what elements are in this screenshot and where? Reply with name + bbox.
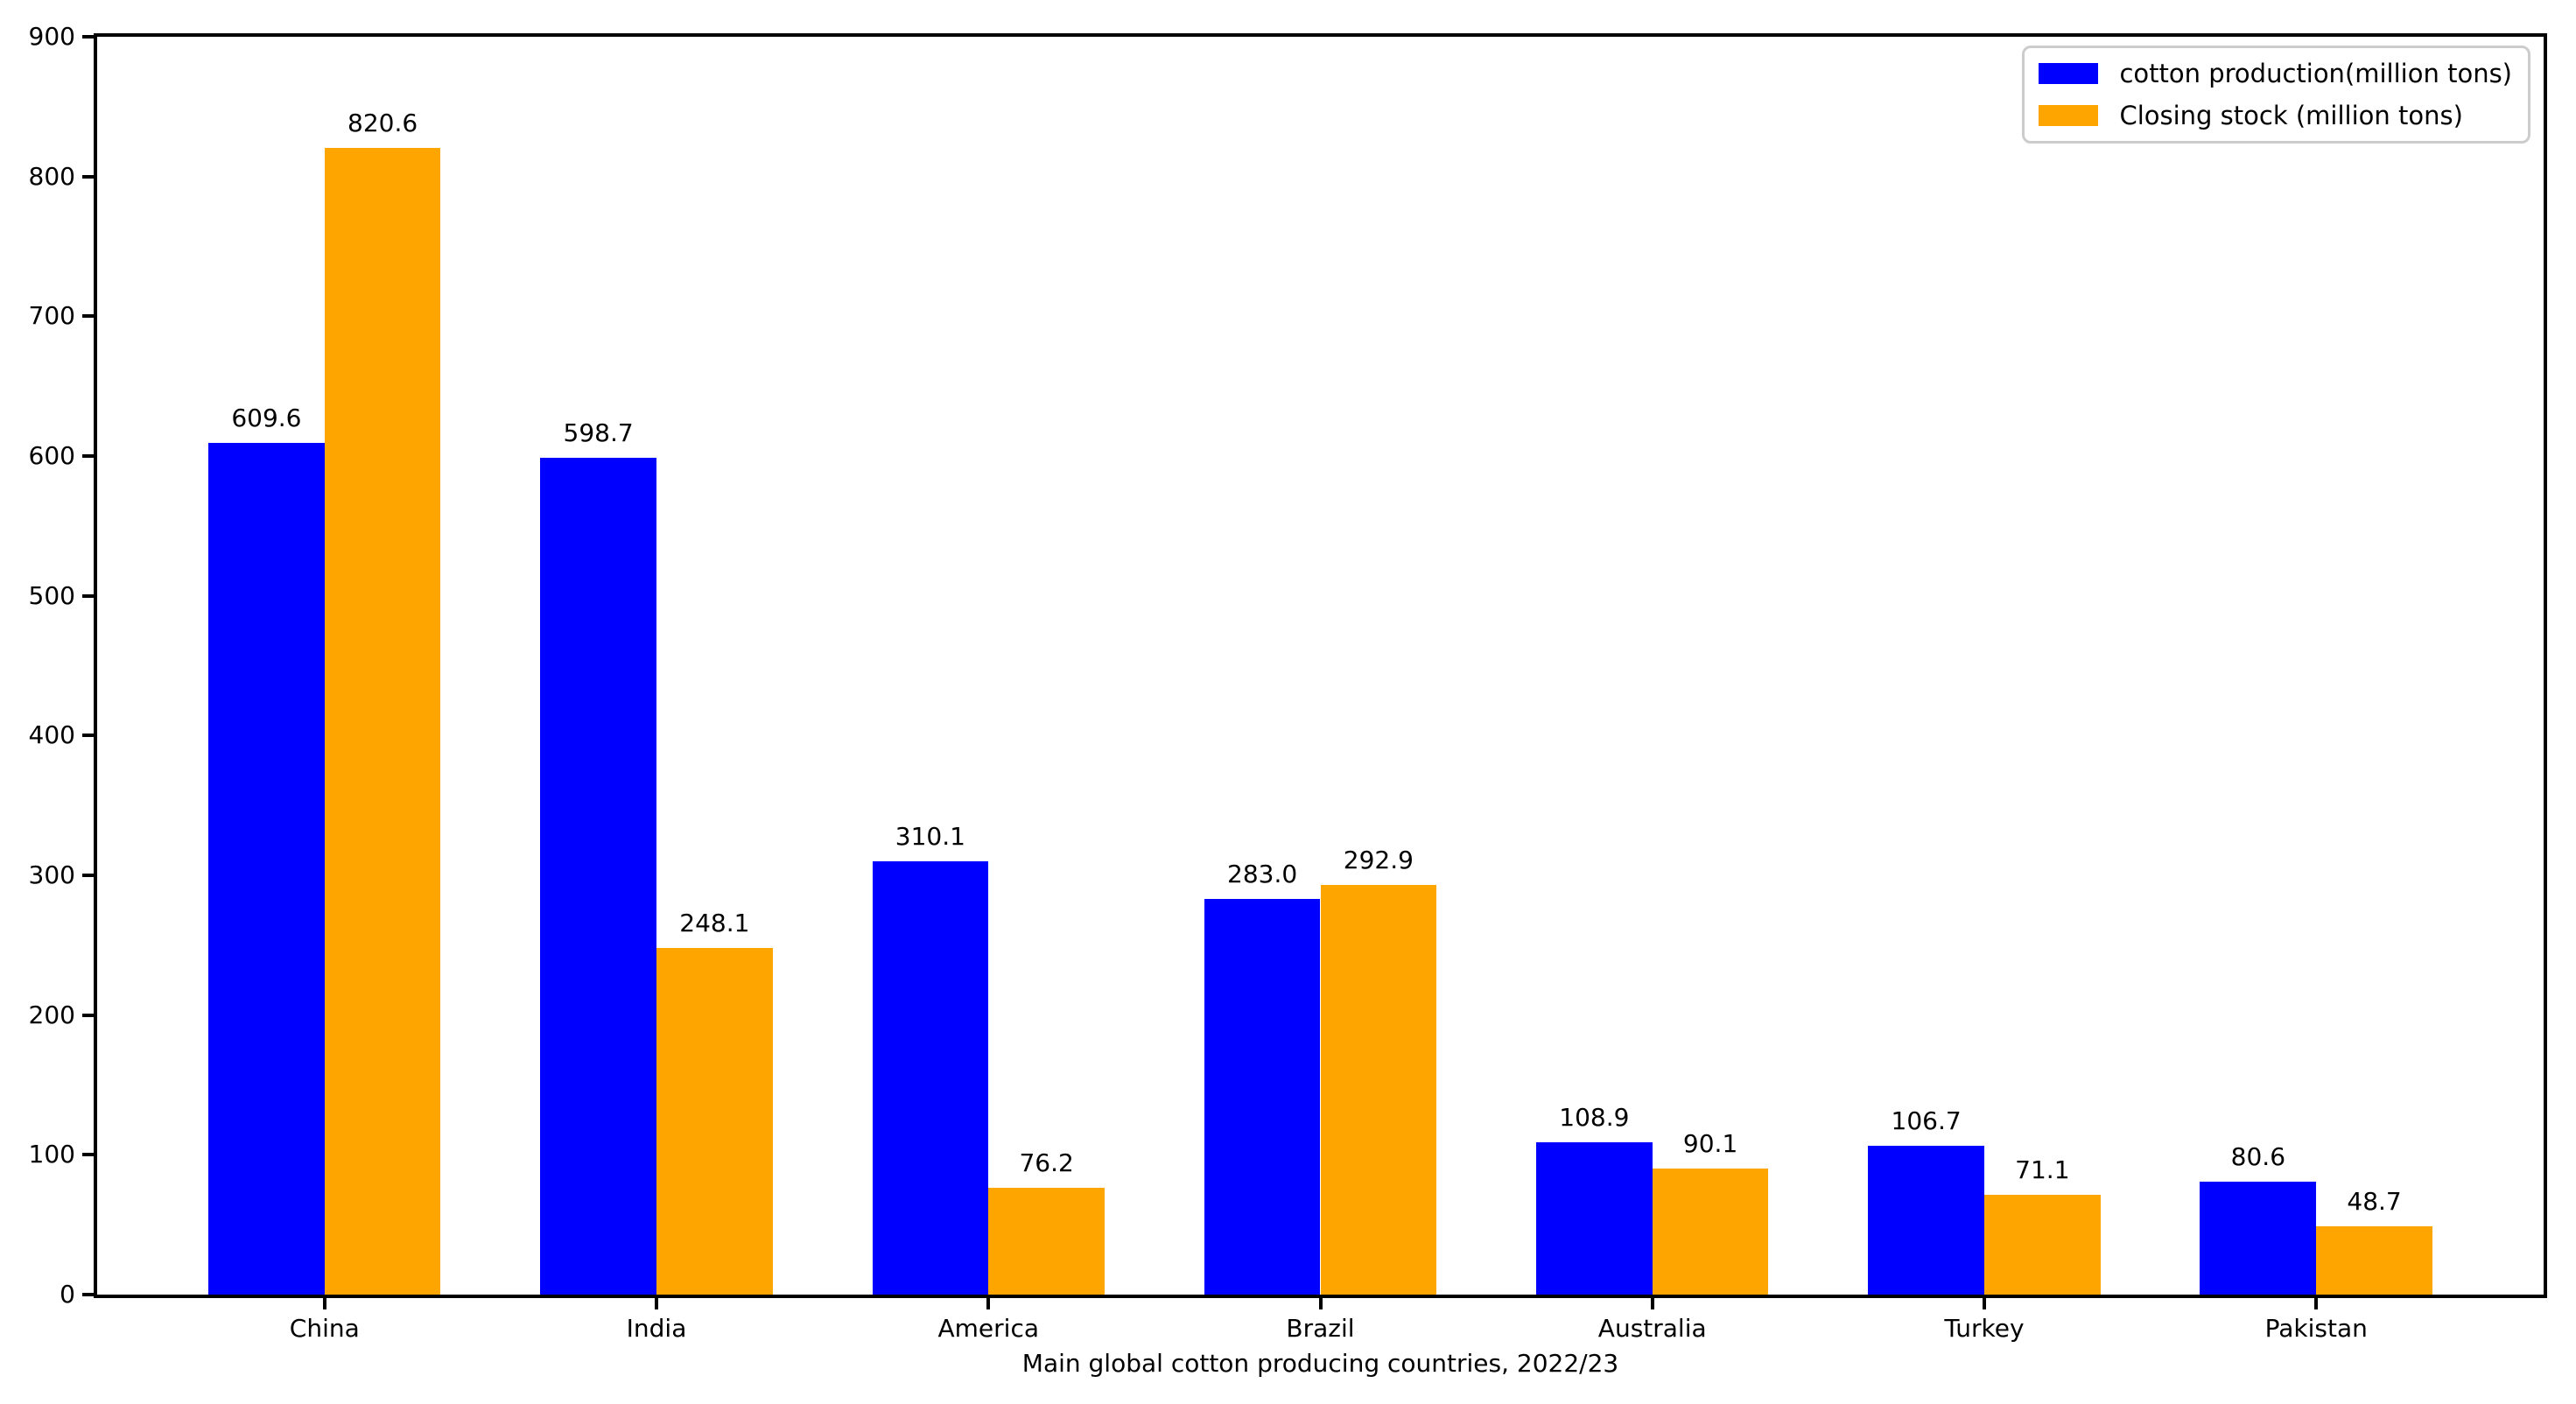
x-axis-tick-label: Pakistan [2264,1314,2368,1343]
bar-turkey-closing-stock [1983,1195,2101,1295]
bar-value-label: 609.6 [231,403,302,432]
bar-australia-closing-stock [1652,1169,1769,1295]
x-axis-tick [1982,1298,1986,1309]
bar-turkey-production [1868,1145,1984,1295]
y-axis-tick-label: 400 [28,720,75,750]
y-axis-tick-label: 500 [28,580,75,610]
x-axis-tick [1318,1298,1323,1309]
bar-india-closing-stock [656,947,773,1295]
bar-value-label: 820.6 [347,108,418,137]
y-axis-tick [82,1153,94,1157]
bar-value-label: 310.1 [895,821,965,851]
bar-value-label: 108.9 [1559,1103,1630,1133]
y-axis-tick [82,593,94,598]
y-axis-tick [82,1293,94,1296]
y-axis-tick-label: 0 [60,1280,75,1309]
y-axis-tick [82,35,94,39]
bar-america-closing-stock [988,1188,1105,1295]
y-axis-tick-label: 600 [28,441,75,470]
x-axis-tick [2314,1298,2319,1309]
bar-brazil-closing-stock [1320,885,1437,1295]
y-axis-tick [82,874,94,877]
legend-item: Closing stock (million tons) [2039,99,2512,132]
y-axis-tick-label: 900 [28,22,75,51]
bar-pakistan-production [2200,1182,2317,1295]
bar-australia-production [1536,1142,1653,1295]
bar-value-label: 106.7 [1891,1106,1962,1135]
bar-value-label: 80.6 [2230,1142,2286,1172]
legend-swatch [2039,105,2099,126]
x-axis-tick-label: America [937,1314,1040,1343]
bar-value-label: 598.7 [563,418,634,448]
legend-label: cotton production(million tons) [2119,59,2512,88]
bar-value-label: 76.2 [1019,1148,1074,1178]
x-axis-tick-label: China [289,1314,360,1343]
x-axis-tick-label: Australia [1597,1314,1707,1343]
bar-value-label: 48.7 [2347,1187,2402,1217]
bar-value-label: 283.0 [1227,860,1298,889]
y-axis-tick-label: 800 [28,161,75,191]
x-axis-tick [986,1298,991,1309]
y-axis-tick [82,1013,94,1017]
legend-item: cotton production(million tons) [2039,57,2512,90]
y-axis-tick-label: 200 [28,1000,75,1029]
bar-pakistan-closing-stock [2316,1226,2432,1295]
legend: cotton production(million tons) Closing s… [2022,46,2530,144]
y-axis-tick-label: 100 [28,1140,75,1169]
y-axis-tick-label: 700 [28,301,75,331]
x-axis-tick-label: Brazil [1286,1314,1355,1343]
x-axis-title: Main global cotton producing countries, … [1021,1349,1619,1378]
bar-india-production [540,458,656,1295]
x-axis-tick [655,1298,659,1309]
bar-america-production [872,860,989,1295]
bar-value-label: 71.1 [2015,1155,2070,1185]
bar-china-closing-stock [324,147,441,1295]
y-axis-tick [82,314,94,319]
legend-label: Closing stock (million tons) [2119,101,2463,130]
bar-value-label: 90.1 [1682,1129,1738,1159]
y-axis-tick [82,734,94,738]
bar-brazil-production [1204,899,1321,1295]
y-axis-tick [82,174,94,179]
bar-value-label: 292.9 [1343,846,1414,875]
x-axis-tick-label: India [626,1314,687,1343]
bar-value-label: 248.1 [679,908,750,937]
bar-china-production [208,442,325,1295]
x-axis-tick [1650,1298,1654,1309]
x-axis-tick [322,1298,326,1309]
y-axis-tick [82,454,94,458]
x-axis-tick-label: Turkey [1944,1314,2025,1343]
y-axis-tick-label: 300 [28,860,75,889]
legend-swatch [2039,63,2099,84]
